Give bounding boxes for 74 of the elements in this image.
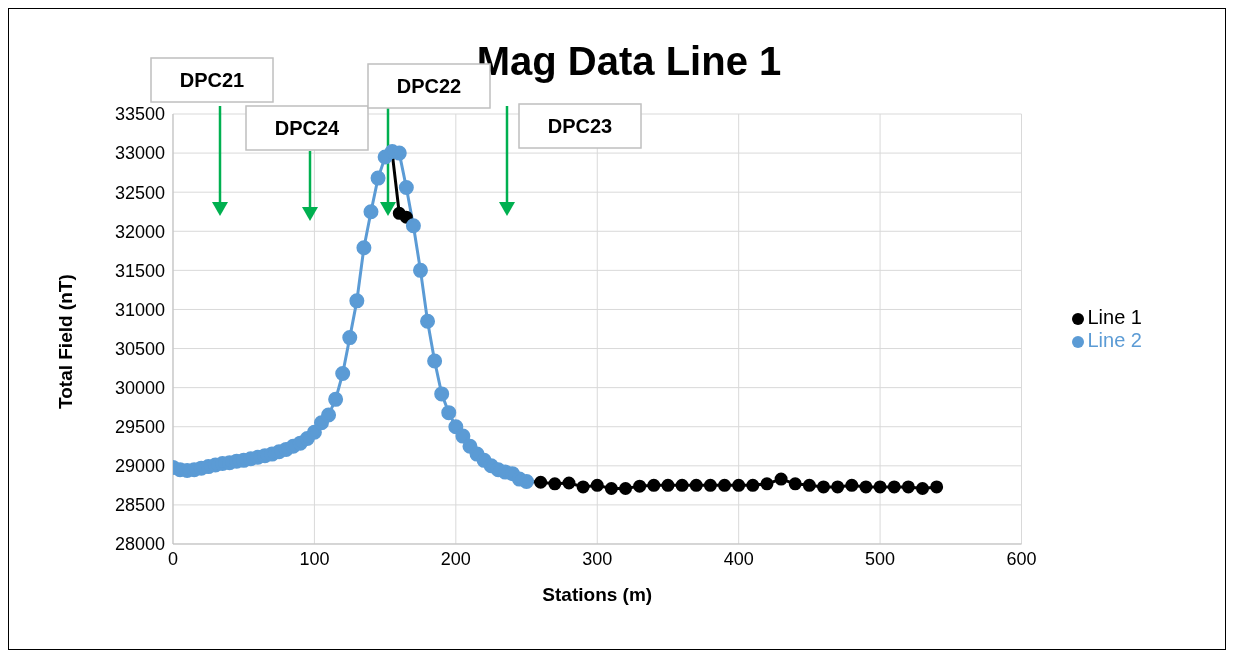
y-tick-label: 28500 <box>114 495 165 516</box>
point <box>831 480 845 494</box>
x-tick-label: 100 <box>299 548 330 569</box>
point <box>718 478 732 492</box>
point <box>342 330 358 346</box>
point <box>370 170 386 186</box>
x-tick-label: 600 <box>1006 548 1037 569</box>
point <box>802 478 816 492</box>
point <box>399 210 413 224</box>
point <box>788 477 802 491</box>
point <box>732 478 746 492</box>
point <box>845 478 859 492</box>
point <box>703 478 717 492</box>
point <box>930 480 944 494</box>
y-tick-label: 29000 <box>114 456 165 477</box>
point <box>590 478 604 492</box>
y-tick-label: 28000 <box>114 534 165 555</box>
point <box>335 366 351 382</box>
point <box>647 478 661 492</box>
point <box>901 480 915 494</box>
point <box>887 480 901 494</box>
point <box>774 472 788 486</box>
annotation: DPC23 <box>547 115 613 137</box>
x-tick-label: 400 <box>723 548 754 569</box>
x-tick-label: 300 <box>582 548 613 569</box>
point <box>633 479 647 493</box>
point <box>661 478 675 492</box>
point <box>427 353 443 369</box>
x-tick-label: 500 <box>865 548 896 569</box>
point <box>434 386 450 402</box>
y-axis-title: Total Field (nT) <box>54 274 76 409</box>
x-tick-label: 200 <box>440 548 471 569</box>
point <box>619 481 633 495</box>
y-tick-label: 30000 <box>114 378 165 399</box>
y-tick-label: 31000 <box>114 299 165 320</box>
point <box>441 405 457 421</box>
point <box>916 481 930 495</box>
point <box>328 391 344 407</box>
point <box>760 477 774 491</box>
point <box>534 475 548 489</box>
y-tick-label: 32000 <box>114 221 165 242</box>
text: DPC21 <box>179 69 245 91</box>
point <box>675 478 689 492</box>
point <box>746 478 760 492</box>
point <box>689 478 703 492</box>
point <box>604 481 618 495</box>
y-tick-label: 30500 <box>114 338 165 359</box>
point <box>817 480 831 494</box>
point <box>448 419 464 435</box>
y-tick-label: 33500 <box>114 104 165 125</box>
legend-label: Line 2 <box>1087 329 1142 351</box>
y-tick-label: 29500 <box>114 417 165 438</box>
point <box>363 204 379 220</box>
point <box>576 480 590 494</box>
y-tick-label: 31500 <box>114 260 165 281</box>
point <box>562 476 576 490</box>
point <box>420 313 436 329</box>
point <box>306 424 322 440</box>
point <box>321 407 337 423</box>
legend-label: Line 1 <box>1087 306 1142 328</box>
point <box>548 477 562 491</box>
x-axis-title: Stations (m) <box>542 584 653 605</box>
point <box>455 428 471 444</box>
point <box>859 480 873 494</box>
point <box>873 480 887 494</box>
point <box>349 293 365 309</box>
y-tick-label: 33000 <box>114 143 165 164</box>
point <box>398 179 414 195</box>
point <box>356 240 372 256</box>
annotation: DPC24 <box>274 117 341 139</box>
y-tick-label: 32500 <box>114 182 165 203</box>
x-tick-label: 0 <box>167 548 179 569</box>
point <box>412 262 428 278</box>
text: DPC22 <box>396 75 462 97</box>
